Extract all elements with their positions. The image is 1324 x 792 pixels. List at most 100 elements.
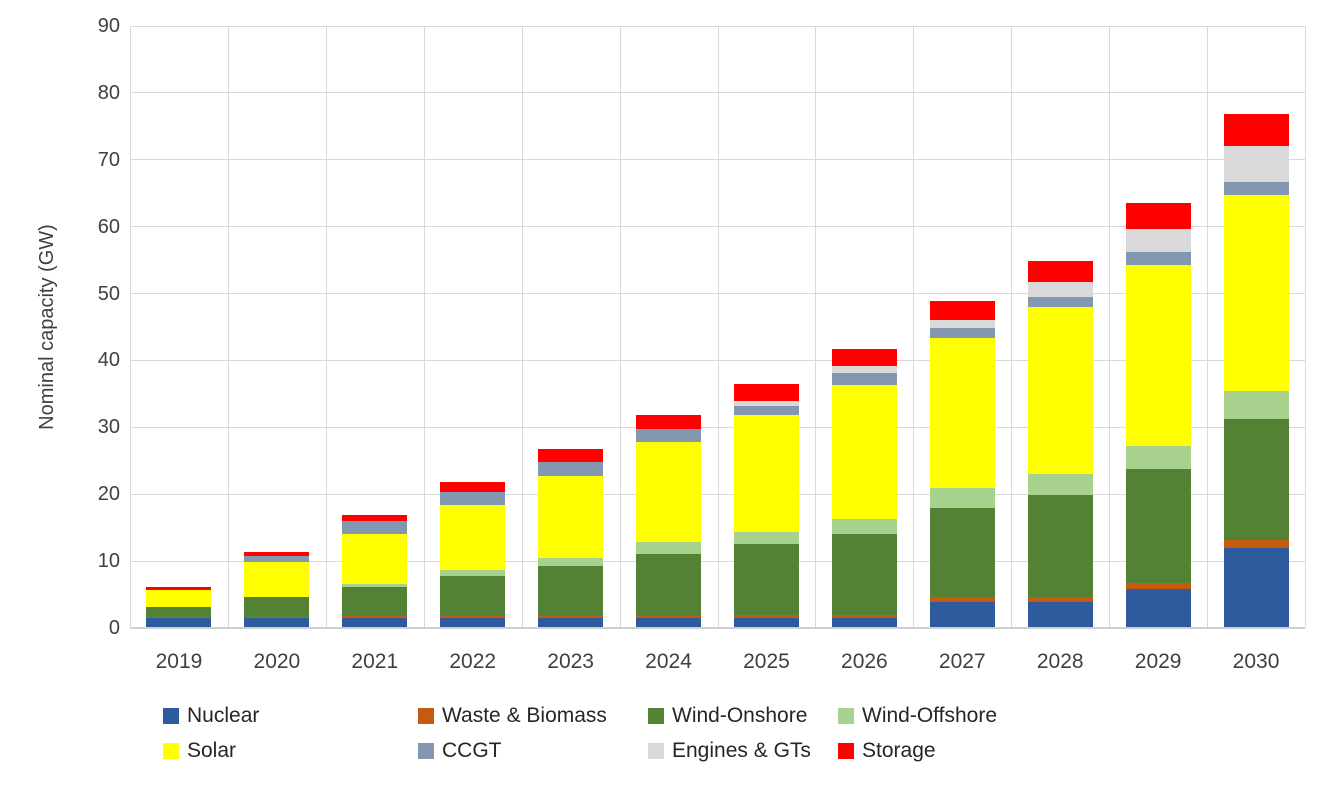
y-tick-label: 10 (97, 550, 120, 573)
bar-segment-wind-offshore (1028, 473, 1093, 495)
bar-segment-solar (244, 562, 309, 598)
bar-segment-wind-offshore (1224, 390, 1289, 419)
bar-segment-wind-onshore (832, 534, 897, 615)
bar-segment-engines-gts (930, 320, 995, 329)
bar-segment-storage (734, 383, 799, 401)
x-tick-label: 2020 (253, 650, 301, 673)
bar-segment-solar (538, 475, 603, 558)
bar-segment-ccgt (832, 372, 897, 385)
bar-segment-wind-onshore (636, 554, 701, 616)
bar-segment-nuclear (832, 617, 897, 628)
bar-segment-nuclear (538, 617, 603, 628)
v-gridline (814, 26, 816, 628)
y-tick-label: 30 (97, 416, 120, 439)
legend-swatch (418, 743, 434, 759)
bar-segment-storage (832, 349, 897, 367)
bar-segment-storage (244, 551, 309, 556)
legend-swatch (838, 743, 854, 759)
bar-segment-wind-onshore (734, 544, 799, 616)
legend-label: Wind-Onshore (672, 704, 808, 727)
bar-segment-wind-onshore (244, 597, 309, 618)
legend-label: Storage (862, 739, 936, 762)
x-tick-label: 2025 (743, 650, 790, 673)
bar-segment-waste-biomass (1224, 539, 1289, 549)
bar-segment-wind-offshore (734, 531, 799, 545)
bar-segment-storage (1126, 203, 1191, 229)
legend-label: Wind-Offshore (862, 704, 997, 727)
legend-swatch (418, 708, 434, 724)
bar-segment-waste-biomass (342, 615, 407, 618)
bar-segment-storage (146, 587, 211, 590)
v-gridline (1304, 26, 1306, 628)
bar-segment-waste-biomass (930, 597, 995, 602)
x-tick-label: 2019 (155, 650, 203, 673)
bar-segment-solar (342, 534, 407, 584)
bar-segment-ccgt (1224, 181, 1289, 195)
x-tick-label: 2024 (645, 650, 692, 673)
bar-segment-nuclear (734, 617, 799, 628)
legend-swatch (648, 743, 664, 759)
bar-segment-storage (930, 300, 995, 321)
bar-segment-ccgt (930, 328, 995, 338)
bar-segment-wind-onshore (538, 566, 603, 616)
legend-swatch (163, 708, 179, 724)
bar-segment-ccgt (244, 555, 309, 563)
legend-label: Waste & Biomass (442, 704, 607, 727)
bar-segment-wind-offshore (1126, 446, 1191, 470)
bar-segment-solar (1028, 306, 1093, 474)
v-gridline (1108, 26, 1110, 628)
bar-segment-engines-gts (832, 366, 897, 373)
y-tick-label: 20 (97, 483, 120, 506)
legend-item-wind-onshore: Wind-Onshore (648, 704, 808, 727)
bar-segment-wind-offshore (930, 487, 995, 508)
bar-segment-waste-biomass (1126, 582, 1191, 589)
y-axis-title: Nominal capacity (GW) (36, 224, 58, 430)
bar-segment-nuclear (244, 617, 309, 628)
bar-segment-storage (1028, 261, 1093, 282)
v-gridline (423, 26, 425, 628)
bar-segment-engines-gts (1028, 281, 1093, 297)
v-gridline (325, 26, 327, 628)
v-gridline (1010, 26, 1012, 628)
v-gridline (912, 26, 914, 628)
plot-area (129, 25, 1306, 629)
legend-item-solar: Solar (163, 739, 236, 762)
x-tick-label: 2021 (351, 650, 399, 673)
bar-segment-solar (440, 504, 505, 571)
v-gridline (227, 26, 229, 628)
bar-segment-ccgt (636, 428, 701, 443)
bar-segment-storage (538, 448, 603, 463)
bar-segment-wind-offshore (342, 583, 407, 588)
x-tick-label: 2026 (841, 650, 888, 673)
bar-segment-engines-gts (734, 400, 799, 406)
bar-segment-ccgt (734, 405, 799, 416)
bar-segment-engines-gts (1126, 228, 1191, 253)
legend-swatch (163, 743, 179, 759)
bar-segment-wind-offshore (538, 557, 603, 567)
legend-item-storage: Storage (838, 739, 936, 762)
bar-segment-ccgt (1126, 252, 1191, 265)
bar-segment-nuclear (342, 617, 407, 628)
bar-segment-nuclear (1028, 601, 1093, 628)
x-tick-label: 2022 (449, 650, 497, 673)
bar-segment-waste-biomass (636, 615, 701, 618)
y-tick-label: 50 (97, 282, 120, 305)
y-tick-label: 60 (97, 215, 120, 238)
bar-segment-waste-biomass (832, 614, 897, 618)
bar-segment-ccgt (342, 520, 407, 535)
bar-segment-storage (440, 481, 505, 492)
v-gridline (1206, 26, 1208, 628)
bar-segment-nuclear (930, 601, 995, 628)
bar-segment-wind-onshore (930, 507, 995, 598)
v-gridline (521, 26, 523, 628)
bar-segment-wind-offshore (440, 570, 505, 576)
bar-segment-wind-offshore (636, 542, 701, 555)
bar-segment-nuclear (636, 617, 701, 628)
bar-segment-wind-onshore (1224, 418, 1289, 540)
v-gridline (129, 26, 131, 628)
legend-swatch (838, 708, 854, 724)
bar-segment-wind-onshore (440, 575, 505, 616)
legend-item-waste-biomass: Waste & Biomass (418, 704, 607, 727)
y-tick-label: 0 (108, 617, 120, 639)
bar-segment-storage (636, 415, 701, 429)
